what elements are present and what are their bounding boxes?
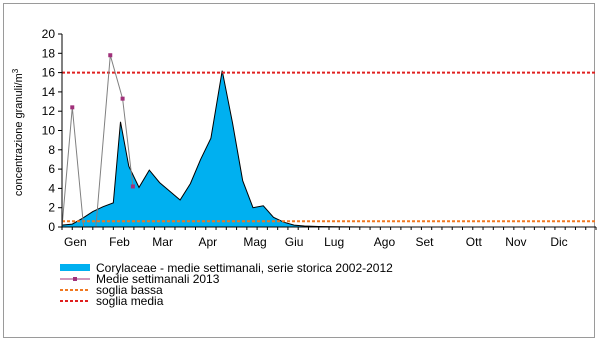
marker-2013 — [130, 184, 135, 189]
x-tick-label-dic: Dic — [550, 235, 567, 249]
legend-label: Corylaceae - medie settimanali, serie st… — [96, 261, 393, 275]
axis-layer: 0 2 4 6 8 10 12 14 16 18 20 Gen Feb Mar Apr Mag Giu Lug Ag… — [42, 27, 597, 249]
x-tick-label-nov: Nov — [505, 235, 526, 249]
legend-swatch-marker — [73, 277, 77, 281]
y-tick-label: 0 — [48, 220, 55, 234]
y-axis-label-superscript: 3 — [11, 68, 20, 73]
y-axis-label: concentrazione granuli/m3 — [11, 68, 25, 196]
x-tick-label-giu: Giu — [285, 235, 304, 249]
legend: Corylaceae - medie settimanali, serie st… — [60, 261, 393, 308]
y-tick-label: 10 — [42, 124, 56, 138]
x-tick-label-lug: Lug — [324, 235, 344, 249]
x-tick-label-set: Set — [415, 235, 434, 249]
area-layer — [61, 70, 596, 228]
y-tick-label: 2 — [48, 201, 55, 215]
y-tick-label: 4 — [48, 181, 55, 195]
x-tick-label-apr: Apr — [198, 235, 217, 249]
x-tick-label-mar: Mar — [152, 235, 173, 249]
legend-label: soglia bassa — [96, 283, 163, 297]
y-axis-label-base: concentrazione granuli/m — [13, 73, 25, 196]
y-tick-label: 8 — [48, 143, 55, 157]
y-tick-label: 12 — [42, 104, 56, 118]
x-tick-label-feb: Feb — [109, 235, 130, 249]
area-series-corylaceae — [61, 70, 596, 228]
x-tick-label-ago: Ago — [374, 235, 396, 249]
y-tick-label: 18 — [42, 46, 56, 60]
x-tick-label-mag: Mag — [243, 235, 266, 249]
x-tick-label-gen: Gen — [64, 235, 87, 249]
y-tick-label: 16 — [42, 66, 56, 80]
marker-2013 — [108, 53, 113, 58]
marker-2013 — [120, 96, 125, 101]
x-tick-label-ott: Ott — [466, 235, 483, 249]
y-tick-label: 20 — [42, 27, 56, 41]
chart-frame — [3, 3, 595, 338]
y-tick-label: 6 — [48, 162, 55, 176]
y-tick-label: 14 — [42, 85, 56, 99]
legend-swatch-area — [60, 264, 90, 271]
legend-label: Medie settimanali 2013 — [96, 272, 220, 286]
marker-2013 — [70, 105, 75, 110]
legend-label: soglia media — [96, 294, 164, 308]
